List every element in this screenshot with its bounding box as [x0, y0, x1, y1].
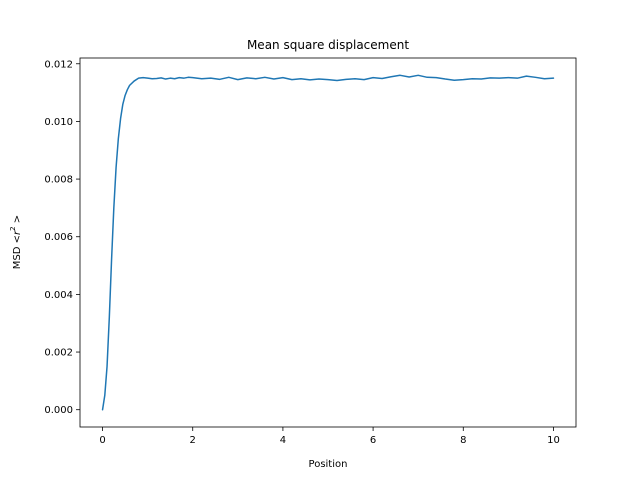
y-tick-label: 0.008 [44, 175, 73, 186]
y-tick-label: 0.002 [44, 348, 73, 359]
y-axis-label-suffix: > [12, 215, 23, 227]
y-tick-label: 0.000 [44, 405, 73, 416]
y-tick-label: 0.004 [44, 290, 73, 301]
plot-area [101, 74, 555, 411]
x-tick-label: 2 [190, 435, 196, 446]
x-tick-label: 8 [460, 435, 466, 446]
y-axis-label: MSD <r2 > [9, 215, 23, 269]
x-tick-label: 6 [370, 435, 376, 446]
y-tick-label: 0.006 [44, 232, 73, 243]
y-axis-label-var: r [12, 230, 23, 235]
x-tick-label: 0 [99, 435, 105, 446]
x-axis-ticks: 0 2 4 6 8 10 [99, 427, 560, 446]
plot-frame [79, 57, 577, 428]
chart-title: Mean square displacement [247, 38, 409, 52]
y-tick-label: 0.012 [44, 59, 73, 70]
y-tick-label: 0.010 [44, 117, 73, 128]
y-axis-label-sup: 2 [9, 226, 17, 230]
x-tick-label: 10 [547, 435, 560, 446]
x-axis-label: Position [309, 459, 348, 470]
y-axis-label-prefix: MSD < [12, 235, 23, 269]
x-tick-label: 4 [280, 435, 286, 446]
y-axis-ticks: 0.000 0.002 0.004 0.006 0.008 0.010 0.012 [44, 59, 80, 416]
msd-series-line [101, 74, 555, 411]
